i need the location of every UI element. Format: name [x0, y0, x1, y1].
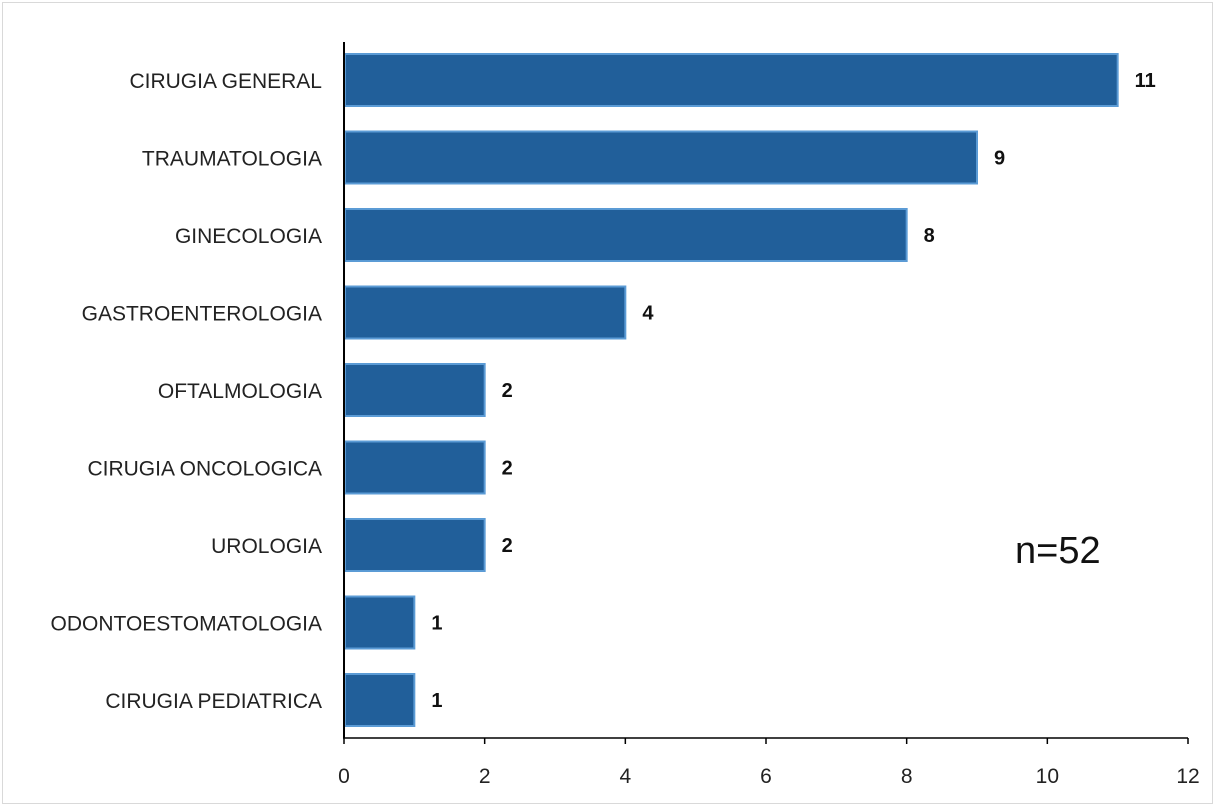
bar [344, 130, 978, 185]
x-tick-label: 10 [1036, 765, 1059, 788]
bar [344, 518, 486, 572]
bar [344, 363, 486, 417]
value-label: 1 [431, 690, 442, 712]
value-label: 1 [431, 613, 442, 635]
value-label: 8 [924, 225, 935, 247]
value-label: 9 [994, 148, 1005, 170]
x-tick-label: 2 [479, 765, 491, 788]
x-tick-label: 12 [1176, 765, 1199, 788]
bar [344, 440, 486, 495]
value-label: 4 [642, 303, 654, 325]
category-label: CIRUGIA ONCOLOGICA [87, 458, 322, 481]
value-label: 2 [502, 535, 513, 557]
bar [344, 673, 416, 727]
category-label: GINECOLOGIA [175, 225, 322, 248]
category-label: CIRUGIA GENERAL [129, 70, 322, 93]
bar [344, 595, 416, 650]
bar [344, 53, 1119, 107]
category-label: OFTALMOLOGIA [158, 380, 322, 403]
value-label: 2 [502, 458, 513, 480]
bar [344, 208, 908, 262]
x-tick-label: 6 [760, 765, 772, 788]
category-label: UROLOGIA [211, 535, 322, 558]
x-ticks-group: 0 2 4 6 8 10 12 [338, 738, 1200, 788]
value-label: 11 [1135, 70, 1156, 92]
category-label: ODONTOESTOMATOLOGIA [51, 613, 323, 636]
bars-group [344, 53, 1119, 727]
sample-size-annotation: n=52 [1015, 530, 1101, 572]
bar [344, 285, 627, 340]
category-label: GASTROENTEROLOGIA [82, 303, 322, 326]
category-label: CIRUGIA PEDIATRICA [105, 690, 322, 713]
x-tick-label: 4 [619, 765, 631, 788]
value-label: 2 [502, 380, 513, 402]
category-label: TRAUMATOLOGIA [142, 148, 322, 171]
x-tick-label: 8 [901, 765, 913, 788]
category-labels-group: CIRUGIA GENERAL TRAUMATOLOGIA GINECOLOGIA G… [51, 70, 323, 713]
x-tick-label: 0 [338, 765, 350, 788]
